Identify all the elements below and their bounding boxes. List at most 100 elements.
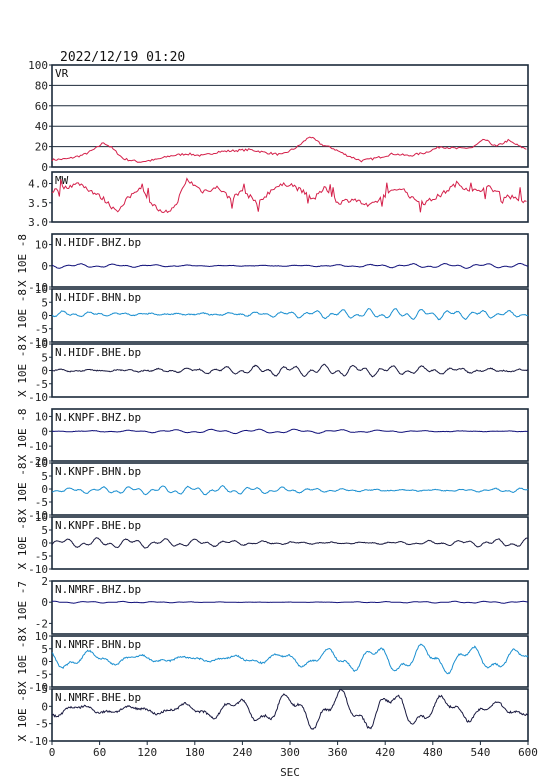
panel-5: -20 -10 0 10 N.KNPF.BHZ.bp X 10E -8 <box>16 408 529 468</box>
series-line <box>51 537 529 549</box>
y-tick-label: -5 <box>35 668 48 681</box>
panel-label: N.NMRF.BHZ.bp <box>55 583 141 596</box>
y-axis-label: X 10E -7 <box>16 581 29 634</box>
series-line <box>51 600 529 604</box>
panel-frame <box>51 233 529 288</box>
y-tick-label: 3.5 <box>28 197 48 210</box>
y-tick-label: 80 <box>35 79 48 92</box>
y-tick-label: 5 <box>41 643 48 656</box>
y-tick-label: -5 <box>35 496 48 509</box>
series-line <box>51 177 527 214</box>
y-tick-label: 0 <box>41 537 48 550</box>
panel-6: -10-505 10 N.KNPF.BHN.bp X 10E -8 <box>16 457 529 522</box>
x-tick-label: 0 <box>49 746 56 759</box>
y-tick-label: -10 <box>28 563 48 576</box>
chart-title: 2022/12/19 01:20 <box>60 50 185 65</box>
panel-frame <box>51 408 529 462</box>
y-tick-label: -10 <box>28 391 48 404</box>
y-axis-label: X 10E -8 <box>16 234 29 287</box>
y-axis-label: X 10E -8 <box>16 689 29 742</box>
panel-label: VR <box>55 67 69 80</box>
y-tick-label: 5 <box>41 296 48 309</box>
panel-label: MW <box>55 174 69 187</box>
series-line <box>51 136 527 163</box>
y-tick-label: 2 <box>41 575 48 588</box>
y-tick-label: 20 <box>35 141 48 154</box>
panel-frame <box>51 171 529 223</box>
x-tick-label: 120 <box>137 746 157 759</box>
series-line <box>51 689 529 731</box>
panel-10: -10 -5 0 5 N.NMRF.BHE.bp X 10E -8 <box>16 683 529 748</box>
y-axis-label: X 10E -8 <box>16 517 29 570</box>
y-axis-label: X 10E -8 <box>16 344 29 397</box>
series-line <box>51 428 529 435</box>
y-tick-label: -5 <box>35 378 48 391</box>
y-tick-label: 3.0 <box>28 216 48 229</box>
y-tick-label: -5 <box>35 550 48 563</box>
y-tick-label: 4.0 <box>28 178 48 191</box>
x-tick-label: 420 <box>375 746 395 759</box>
y-axis-label: X 10E -8 <box>16 289 29 342</box>
x-tick-label: 180 <box>185 746 205 759</box>
x-tick-label: 240 <box>232 746 252 759</box>
y-tick-label: 10 <box>35 511 48 524</box>
panel-label: N.KNPF.BHZ.bp <box>55 411 141 424</box>
y-tick-label: 0 <box>41 483 48 496</box>
series-line <box>51 262 529 269</box>
panel-0: 0 20 40 60 80 100 VR <box>28 59 529 174</box>
y-tick-label: -10 <box>28 336 48 349</box>
x-tick-label: 60 <box>93 746 106 759</box>
y-tick-label: -10 <box>28 281 48 294</box>
panel-2: -10 0 10 N.HIDF.BHZ.bp X 10E -8 <box>16 233 529 294</box>
y-tick-label: 0 <box>41 310 48 323</box>
y-tick-label: 10 <box>35 283 48 296</box>
y-tick-label: 0 <box>41 425 48 438</box>
panel-label: N.HIDF.BHE.bp <box>55 346 141 359</box>
y-tick-label: 40 <box>35 120 48 133</box>
panel-frame <box>51 580 529 635</box>
y-tick-label: 0 <box>41 161 48 174</box>
panel-frame <box>51 64 529 168</box>
y-tick-label: 5 <box>41 351 48 364</box>
y-tick-label: 5 <box>41 683 48 696</box>
panel-label: N.KNPF.BHE.bp <box>55 519 141 532</box>
y-tick-label: 5 <box>41 470 48 483</box>
y-tick-label: 10 <box>35 630 48 643</box>
panel-1: 3.0 3.5 4.0 MW <box>28 171 529 229</box>
y-axis-label: X 10E -8 <box>16 463 29 516</box>
y-tick-label: 10 <box>35 410 48 423</box>
series-line <box>51 485 529 496</box>
x-axis-label: SEC <box>280 766 300 779</box>
y-tick-label: -20 <box>28 455 48 468</box>
x-tick-label: 540 <box>470 746 490 759</box>
series-line <box>51 363 529 378</box>
series-line <box>51 308 529 321</box>
y-tick-label: 0 <box>41 596 48 609</box>
y-axis-label: X 10E -8 <box>16 635 29 688</box>
y-axis-label: X 10E -8 <box>16 409 29 462</box>
panel-label: N.KNPF.BHN.bp <box>55 465 141 478</box>
y-tick-label: -2 <box>35 617 48 630</box>
x-tick-label: 300 <box>280 746 300 759</box>
x-tick-label: 600 <box>518 746 538 759</box>
y-tick-label: 5 <box>41 524 48 537</box>
y-tick-label: -10 <box>28 681 48 694</box>
panel-label: N.NMRF.BHN.bp <box>55 638 141 651</box>
y-tick-label: 10 <box>35 239 48 252</box>
y-tick-label: -10 <box>28 509 48 522</box>
panel-8: -2 0 2 N.NMRF.BHZ.bp X 10E -7 <box>16 575 529 635</box>
y-tick-label: 0 <box>41 656 48 669</box>
y-tick-label: -10 <box>28 735 48 748</box>
y-tick-label: -10 <box>28 440 48 453</box>
y-tick-label: -5 <box>35 323 48 336</box>
panel-label: N.HIDF.BHN.bp <box>55 291 141 304</box>
y-tick-label: 0 <box>41 700 48 713</box>
panel-label: N.NMRF.BHE.bp <box>55 691 141 704</box>
y-tick-label: 100 <box>28 59 48 72</box>
